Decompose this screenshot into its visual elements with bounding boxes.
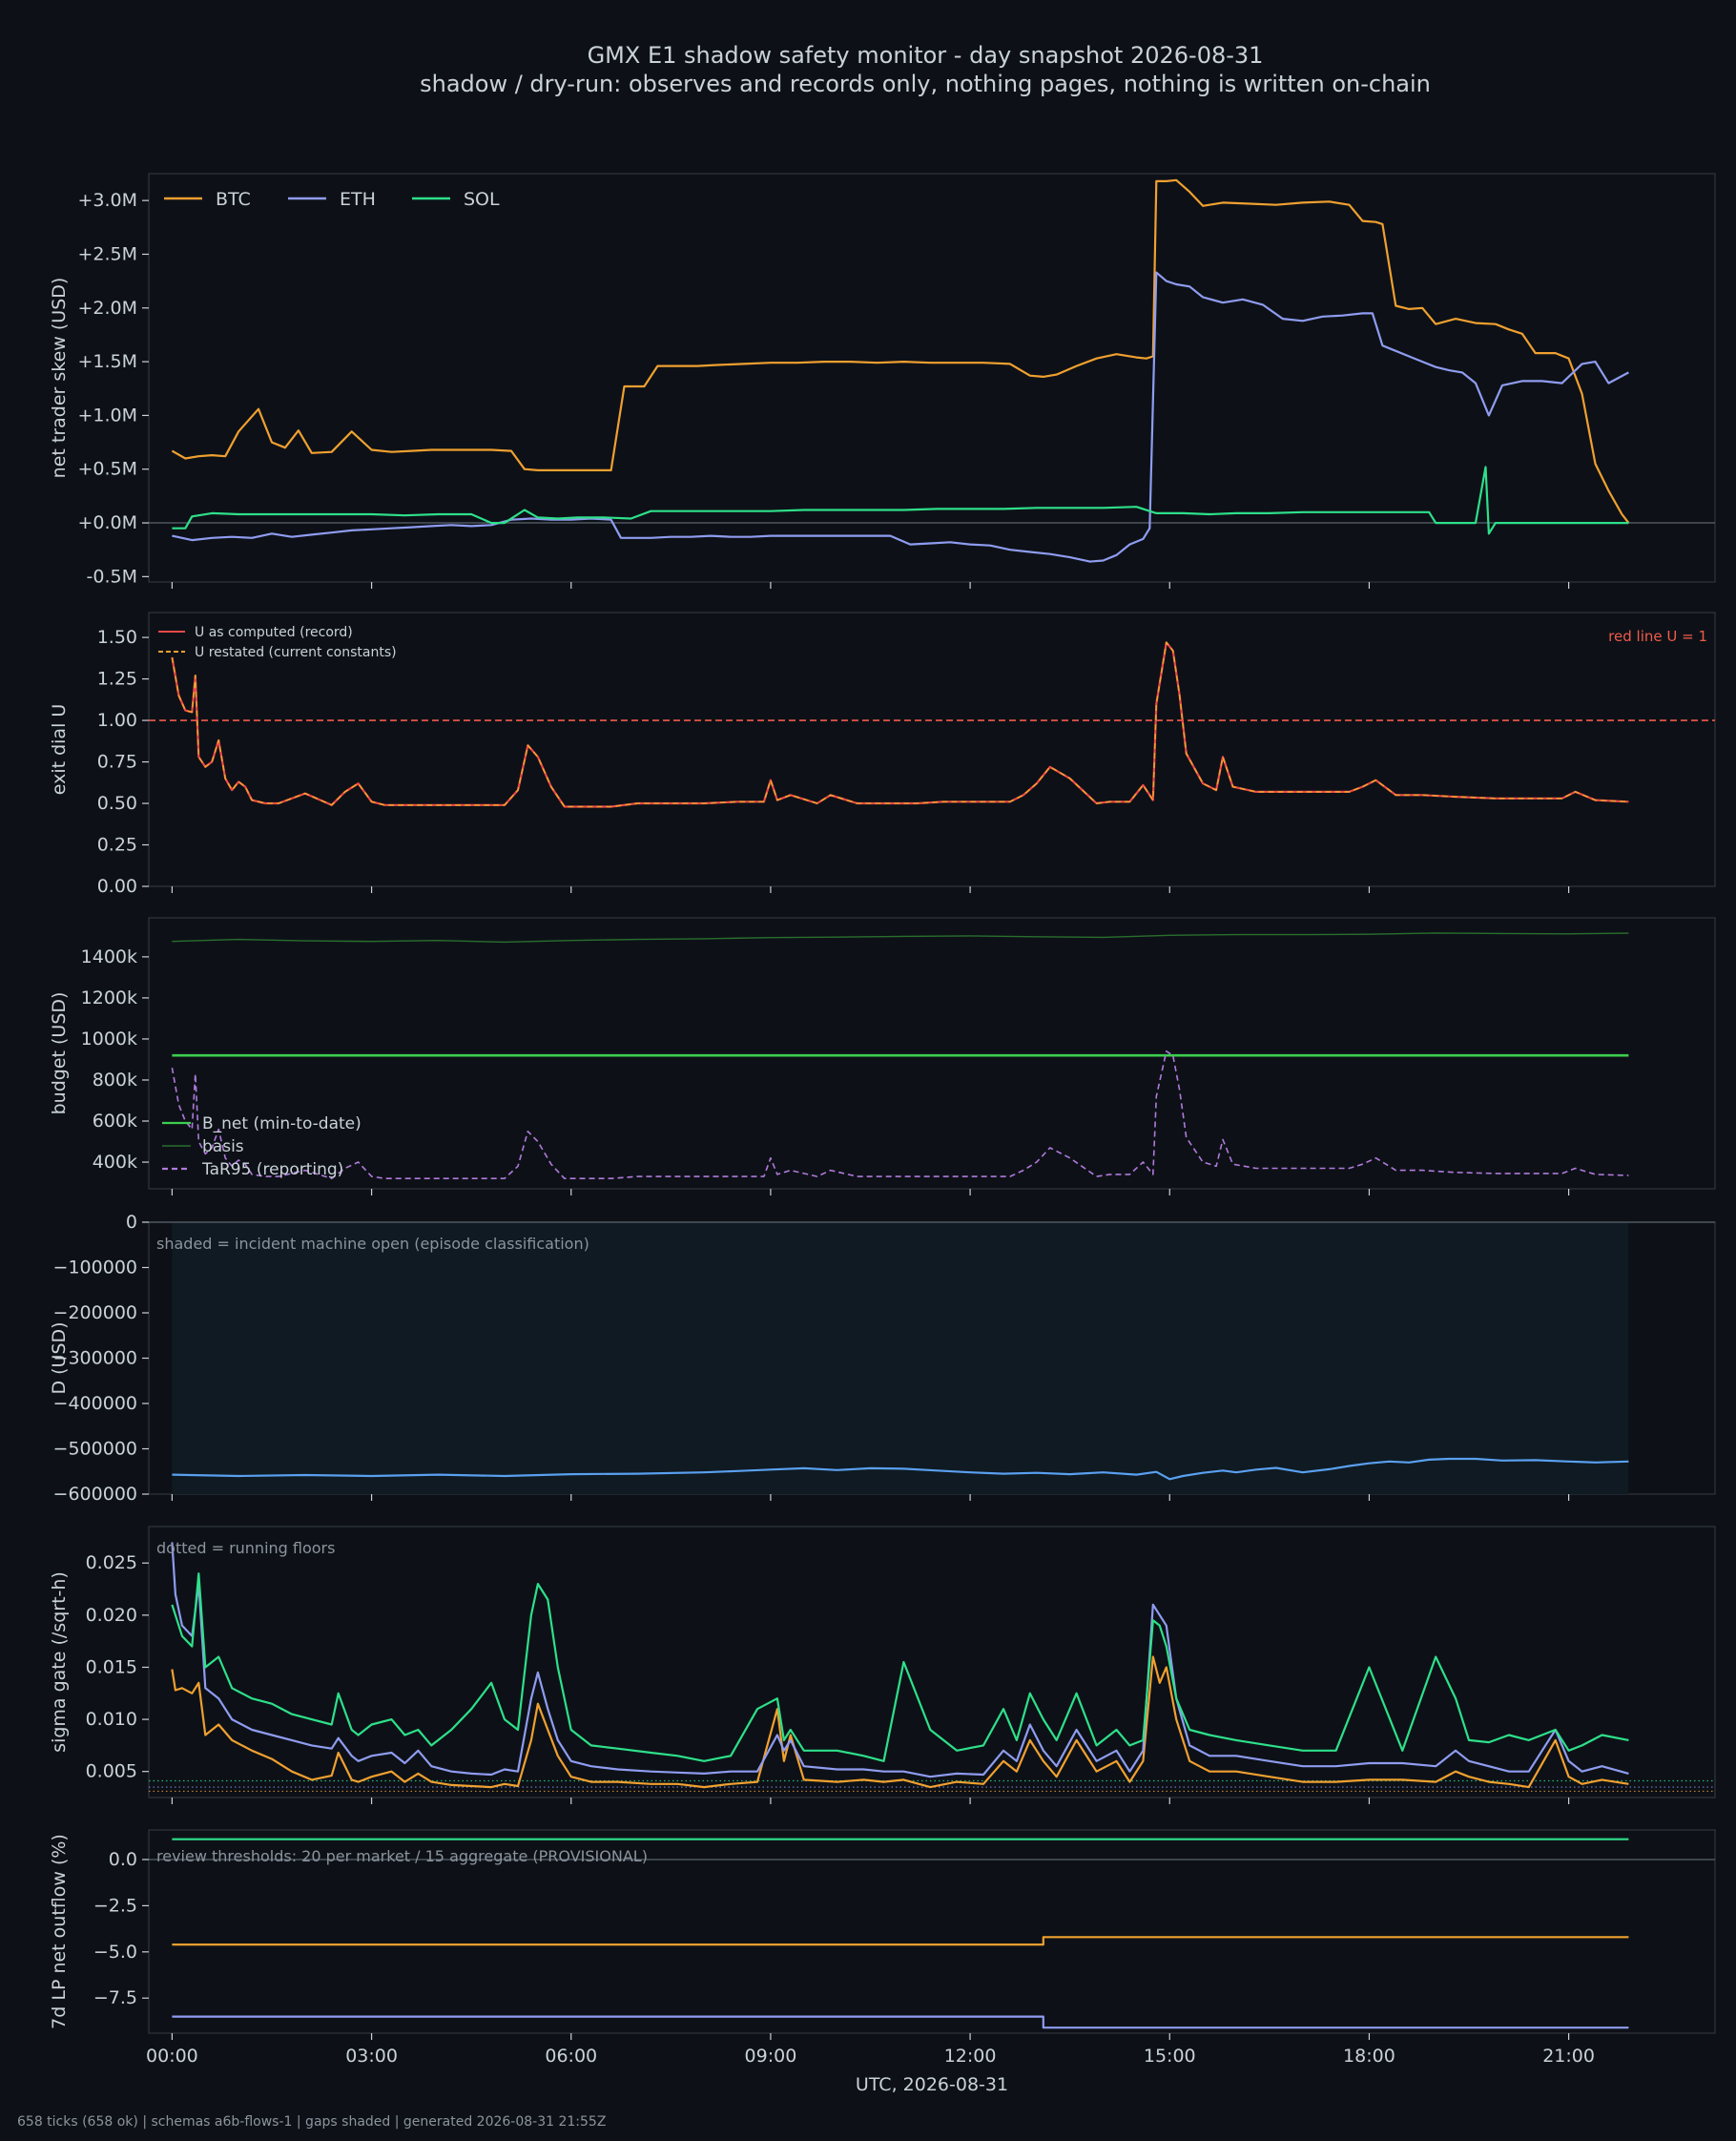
y-tick-label: 0.75 <box>97 752 137 773</box>
y-tick-label: −2.5 <box>93 1895 137 1916</box>
y-tick-label: +0.5M <box>77 459 137 480</box>
series-line-eth <box>171 1542 1629 1778</box>
y-tick-label: 1200k <box>81 987 137 1008</box>
y-tick-label: 0.005 <box>86 1761 137 1782</box>
series-line-sol <box>172 466 1629 535</box>
series-line-btc <box>172 1936 1629 1946</box>
series-line-tar95-reporting- <box>171 1050 1629 1179</box>
panel-sigma: 0.005 0.010 0.015 0.020 0.025 sigma gate (/sq… <box>49 1526 1716 1804</box>
incident-shading <box>172 1222 1629 1494</box>
y-tick-label: 1400k <box>81 946 137 967</box>
panel-exit-dial: 0.00 0.25 0.50 0.75 1.00 1.25 1.50 exit dial U r… <box>49 612 1716 897</box>
series-line-btc <box>171 1655 1629 1789</box>
x-tick-label: 06:00 <box>545 2046 597 2067</box>
panel-frame <box>148 1526 1716 1798</box>
y-tick-label: 0.015 <box>86 1656 137 1677</box>
legend-label: B_net (min-to-date) <box>202 1114 362 1133</box>
y-tick-label: −400000 <box>53 1393 137 1414</box>
legend-label: TaR95 (reporting) <box>201 1160 343 1179</box>
y-tick-label: −200000 <box>53 1302 137 1323</box>
y-tick-label: 400k <box>93 1152 137 1173</box>
series-line-d <box>172 1457 1629 1481</box>
y-tick-label: 1.00 <box>97 710 137 731</box>
legend-label: SOL <box>464 189 500 210</box>
x-tick-label: 00:00 <box>146 2046 198 2067</box>
panel-d: −600000 −500000 −400000 −300000 −200000 −1000… <box>49 1212 1716 1505</box>
y-tick-label: 0.025 <box>86 1552 137 1573</box>
y-axis-label: 7d LP net outflow (%) <box>49 1834 70 2029</box>
figure-footer: 658 ticks (658 ok) | schemas a6b-flows-1… <box>17 2114 606 2130</box>
legend-label: BTC <box>216 189 251 210</box>
series-line-btc <box>171 178 1630 524</box>
y-tick-label: +3.0M <box>77 190 137 211</box>
panel-frame <box>148 173 1716 583</box>
x-tick-label: 03:00 <box>345 2046 398 2067</box>
legend-label: ETH <box>340 189 376 210</box>
red-line-label: red line U = 1 <box>1608 628 1707 645</box>
series-line-sol <box>171 1572 1629 1762</box>
series-line-eth <box>172 271 1629 563</box>
y-axis-label: exit dial U <box>49 704 70 796</box>
y-axis-label: sigma gate (/sqrt-h) <box>49 1571 70 1753</box>
y-tick-label: +0.0M <box>77 512 137 533</box>
x-tick-label: 18:00 <box>1343 2046 1395 2067</box>
x-tick-label: 09:00 <box>745 2046 797 2067</box>
y-tick-label: 0.25 <box>97 835 137 856</box>
y-tick-label: −600000 <box>53 1484 137 1505</box>
panel-budget: 400k 600k 800k 1000k 1200k 1400k budget (USD) B… <box>49 917 1716 1195</box>
series-line-u-restated-current-constants- <box>171 641 1629 808</box>
y-tick-label: -0.5M <box>87 566 137 587</box>
y-tick-label: −100000 <box>53 1258 137 1278</box>
y-tick-label: +1.5M <box>77 351 137 372</box>
y-tick-label: 0.010 <box>86 1709 137 1730</box>
panel-frame <box>148 917 1716 1190</box>
y-axis-label: budget (USD) <box>49 992 70 1115</box>
y-tick-label: 0.00 <box>97 876 137 897</box>
y-tick-label: 800k <box>93 1070 137 1091</box>
y-tick-label: −500000 <box>53 1439 137 1460</box>
legend-label: U as computed (record) <box>195 625 353 640</box>
panel-skew: -0.5M +0.0M +0.5M +1.0M +1.5M +2.0M +2.5M +3.0M… <box>49 173 1716 589</box>
series-line-basis <box>172 932 1629 944</box>
y-tick-label: 0 <box>126 1212 137 1233</box>
y-tick-label: −7.5 <box>93 1987 137 2008</box>
x-tick-label: 21:00 <box>1542 2046 1595 2067</box>
y-tick-label: +2.5M <box>77 243 137 264</box>
x-tick-label: 15:00 <box>1144 2046 1196 2067</box>
y-tick-label: −5.0 <box>93 1942 137 1963</box>
series-line-eth <box>172 2015 1629 2029</box>
panel-note: shaded = incident machine open (episode … <box>156 1235 589 1253</box>
panel-note: dotted = running floors <box>156 1539 335 1557</box>
y-tick-label: 600k <box>93 1111 137 1132</box>
figure-title: GMX E1 shadow safety monitor - day snaps… <box>588 42 1264 69</box>
panel-outflow: −7.5 −5.0 −2.5 0.0 00:00 03:00 06:00 09:00 12:00… <box>49 1829 1716 2095</box>
y-tick-label: 0.50 <box>97 793 137 814</box>
y-tick-label: 1000k <box>81 1029 137 1050</box>
y-tick-label: 0.020 <box>86 1605 137 1626</box>
y-tick-label: +1.0M <box>77 405 137 426</box>
figure-subtitle: shadow / dry-run: observes and records o… <box>420 71 1431 97</box>
legend-label: basis <box>202 1137 244 1156</box>
y-tick-label: 1.25 <box>97 669 137 690</box>
x-axis-label: UTC, 2026-08-31 <box>856 2074 1008 2095</box>
y-axis-label: net trader skew (USD) <box>49 278 70 479</box>
x-tick-label: 12:00 <box>944 2046 997 2067</box>
y-tick-label: +2.0M <box>77 298 137 319</box>
y-tick-label: 1.50 <box>97 627 137 648</box>
panel-frame <box>148 612 1716 887</box>
legend-label: U restated (current constants) <box>195 645 397 660</box>
y-tick-label: 0.0 <box>109 1849 137 1870</box>
panel-frame <box>148 1829 1716 2034</box>
y-tick-label: −300000 <box>53 1348 137 1369</box>
panel-note: review thresholds: 20 per market / 15 ag… <box>156 1847 648 1865</box>
y-axis-label: D (USD) <box>49 1321 70 1394</box>
